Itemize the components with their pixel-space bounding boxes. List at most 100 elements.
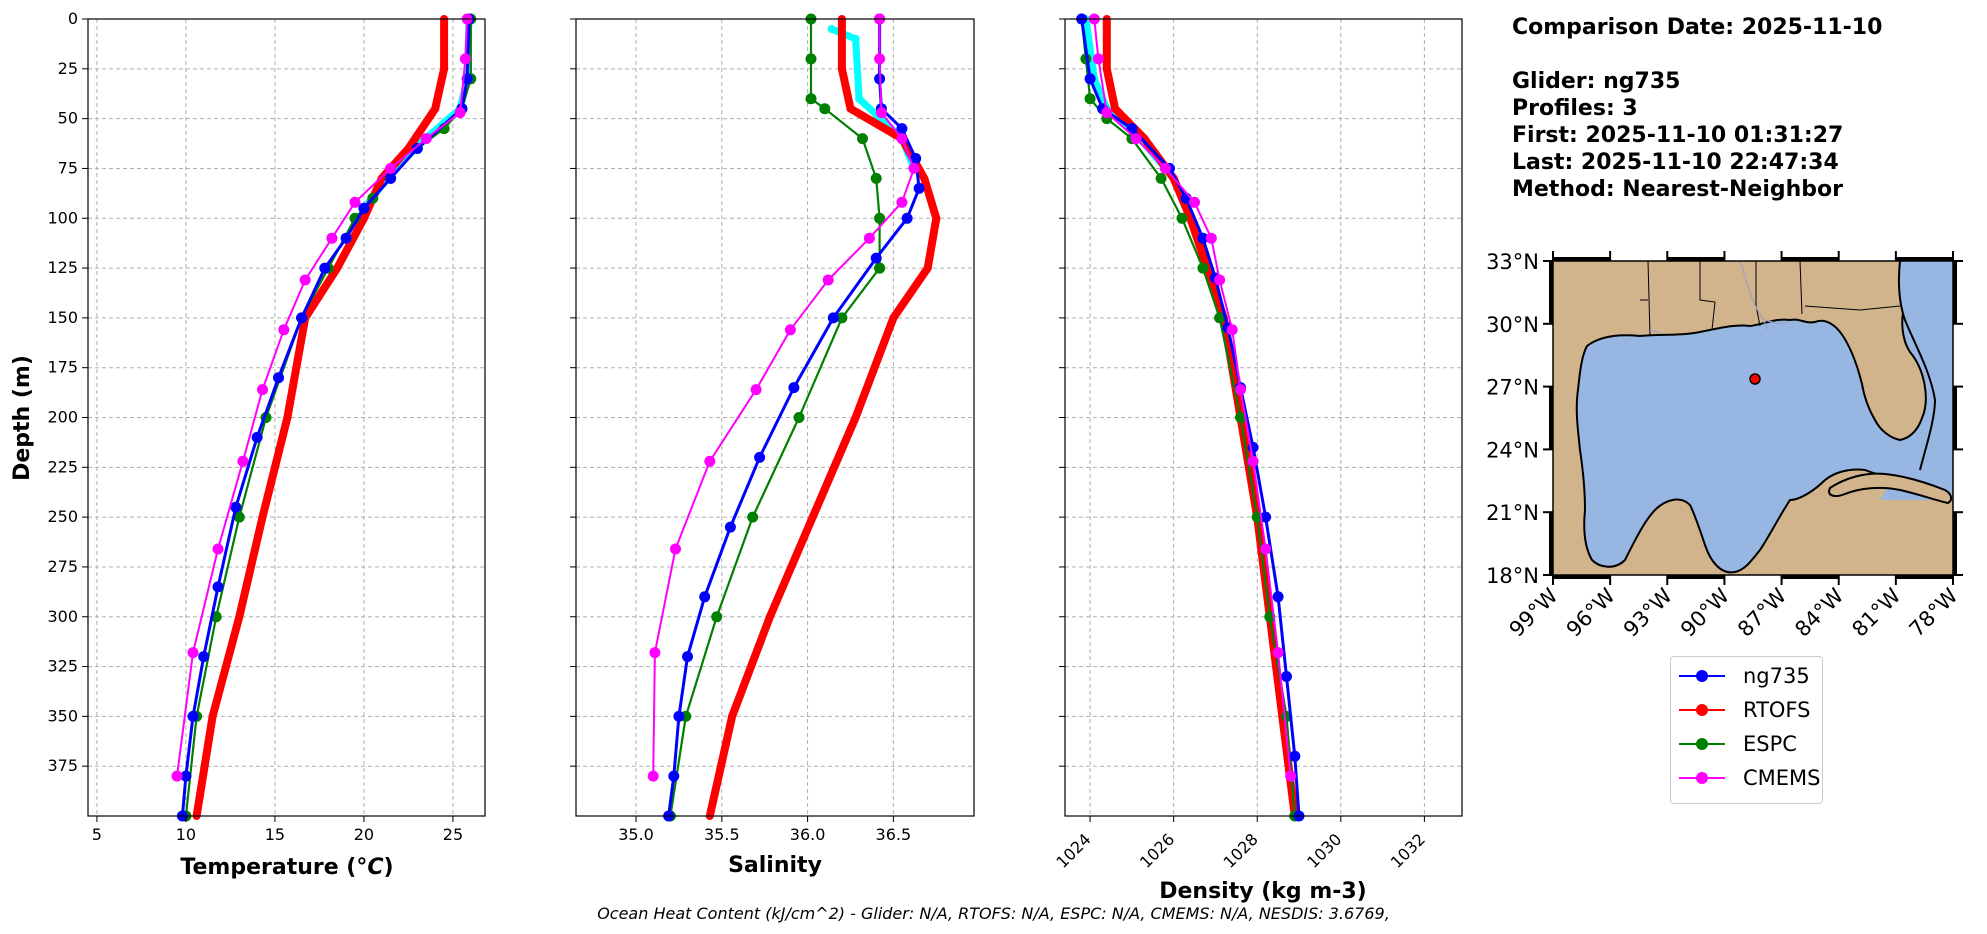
y-tick-label: 50 [58,109,78,128]
data-point [822,274,834,286]
temperature-yticks: 0 25 50 75 100 125 150 175 200 225 250 275 300 325 350… [47,9,88,775]
x-tick-label: 10 [176,825,196,844]
legend-swatch-cmems [1679,772,1725,784]
data-point [326,232,338,244]
data-point [349,196,361,208]
data-point [1130,133,1142,145]
x-tick-label: 20 [354,825,374,844]
legend-swatch-espc [1679,738,1725,750]
density-panel: 1024 1026 1028 1030 1032 Density (kg m-3) [1052,13,1463,904]
lon-tick-label: 87°W [1733,583,1791,641]
legend-label: ng735 [1743,664,1810,688]
data-point [208,712,217,721]
x-tick-label: 1030 [1303,830,1345,872]
data-point [1111,104,1120,113]
profile-count: Profiles: 3 [1512,96,1638,121]
data-point [1155,172,1167,184]
temperature-series [171,13,477,822]
data-point [724,521,736,533]
data-point [874,53,886,65]
y-tick-label: 325 [47,657,78,676]
data-point [237,455,249,467]
data-point [908,162,920,174]
temperature-panel: 5 10 15 20 25 0 25 50 75 100 125 150 175 200 225 250 27… [10,9,486,880]
data-point [385,172,397,184]
data-point [851,413,860,422]
data-point [896,133,908,145]
data-point [283,413,292,422]
data-point [1285,770,1297,782]
data-point [793,412,805,423]
data-point [1214,274,1226,286]
data-point [870,252,882,264]
data-point [857,133,868,145]
lat-tick-label: 33°N [1486,250,1539,274]
data-point [1159,162,1171,174]
data-point [454,107,466,119]
data-point [711,611,723,623]
data-point [251,431,263,443]
data-point [340,232,352,244]
data-point [647,770,659,782]
data-point [923,264,932,273]
series-line [176,18,469,777]
data-point [855,94,864,103]
data-point [1197,232,1209,244]
x-tick-label: 1032 [1387,830,1429,872]
y-tick-label: 300 [47,607,78,626]
data-point [1235,412,1246,423]
data-point [1281,671,1292,682]
salinity-axis-label: Salinity [728,853,822,878]
y-tick-label: 75 [58,158,78,177]
y-tick-label: 225 [47,457,78,476]
data-point [896,196,908,208]
legend-label: CMEMS [1743,766,1821,790]
data-point [920,174,929,183]
map-state-borders [1640,261,1901,337]
legend-swatch-rtofs [1679,704,1725,716]
data-point [1226,324,1238,336]
y-tick-label: 125 [47,258,78,277]
lat-tick-label: 27°N [1486,376,1539,400]
data-point [1189,196,1200,208]
map-cuba [1828,472,1953,505]
data-point [699,591,711,603]
data-point [359,214,368,223]
data-point [358,202,370,214]
data-point [420,133,432,145]
data-point [765,612,774,621]
lat-tick-label: 24°N [1486,438,1539,462]
data-point [1084,73,1096,85]
density-series [1076,13,1305,822]
data-point [187,647,199,659]
series-cmems [647,13,920,782]
x-tick-label: 5 [92,825,102,844]
map-rivers [1649,261,1789,334]
y-tick-label: 375 [47,756,78,775]
depth-axis-label: Depth (m) [10,355,35,481]
data-point [385,162,397,174]
salinity-series [647,13,941,822]
x-tick-label: 35.5 [704,825,740,844]
lon-tick-label: 93°W [1619,583,1677,641]
data-point [754,451,766,463]
lon-tick-label: 84°W [1790,583,1848,641]
y-tick-label: 0 [68,9,78,28]
data-point [459,53,471,65]
data-point [1102,64,1111,73]
lat-tick-label: 30°N [1486,313,1539,337]
data-point [1084,93,1096,105]
data-point [913,182,925,194]
legend-item-ng735: ng735 [1671,661,1822,691]
data-point [1197,262,1209,274]
data-point [901,212,913,224]
lat-tick-label: 21°N [1486,501,1539,525]
data-point [747,511,759,523]
x-tick-label: 1024 [1052,830,1094,872]
y-tick-label: 150 [47,308,78,327]
data-point [258,513,267,522]
data-point [257,384,268,396]
data-point [171,770,183,782]
data-point [212,581,224,593]
